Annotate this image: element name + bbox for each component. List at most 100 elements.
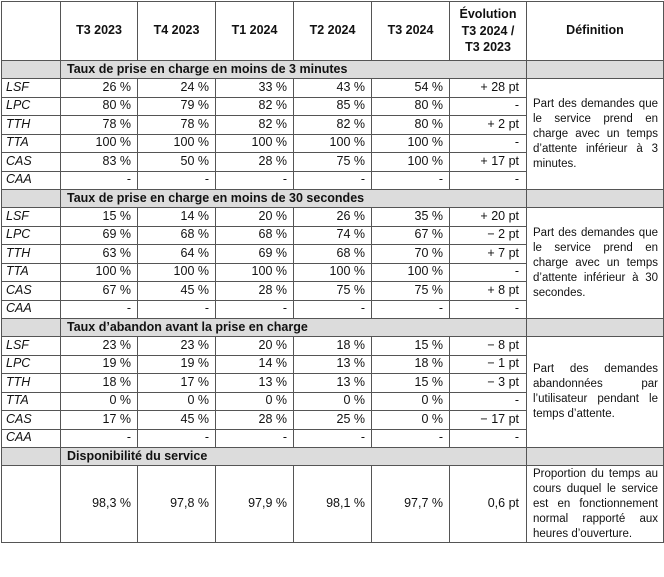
value-cell: 100 % — [293, 133, 372, 153]
value-cell: 0 % — [371, 391, 450, 411]
header-evolution-line1: Évolution — [459, 6, 517, 21]
evolution-cell: + 7 pt — [449, 244, 527, 264]
table-row: CAS 83 % 50 % 28 % 75 % 100 % + 17 pt — [1, 152, 664, 172]
definition-cell: Part des demandes que le service prend e… — [526, 78, 664, 190]
value-cell: 100 % — [215, 133, 294, 153]
row-label: CAA — [1, 428, 61, 448]
value-cell: 26 % — [293, 207, 372, 227]
value-cell: 13 % — [293, 354, 372, 374]
value-cell: 75 % — [371, 281, 450, 301]
section-definition-spacer — [526, 447, 664, 466]
row-label: LSF — [1, 336, 61, 356]
row-label: CAA — [1, 299, 61, 319]
availability-title: Disponibilité du service — [60, 447, 527, 466]
value-cell: 75 % — [293, 152, 372, 172]
row-label: CAS — [1, 410, 61, 430]
value-cell: 17 % — [137, 373, 216, 393]
value-cell: 69 % — [215, 244, 294, 264]
value-cell: 18 % — [371, 354, 450, 374]
section-title: Taux de prise en charge en moins de 3 mi… — [60, 60, 527, 79]
header-t3-2023: T3 2023 — [60, 1, 138, 61]
availability-evolution-cell: 0,6 pt — [449, 465, 527, 543]
section-title: Taux de prise en charge en moins de 30 s… — [60, 189, 527, 208]
row-label: LPC — [1, 225, 61, 245]
value-cell: 85 % — [293, 96, 372, 116]
value-cell: 70 % — [371, 244, 450, 264]
evolution-cell: - — [449, 262, 527, 282]
row-label: LPC — [1, 96, 61, 116]
evolution-cell: + 20 pt — [449, 207, 527, 227]
evolution-cell: + 28 pt — [449, 78, 527, 98]
statistics-table: T3 2023 T4 2023 T1 2024 T2 2024 T3 2024 … — [1, 1, 664, 543]
table-row: TTH 18 % 17 % 13 % 13 % 15 % − 3 pt — [1, 373, 664, 393]
section-header-row: Taux de prise en charge en moins de 3 mi… — [1, 60, 664, 79]
value-cell: 14 % — [137, 207, 216, 227]
value-cell: 19 % — [137, 354, 216, 374]
section-definition-spacer — [526, 189, 664, 208]
value-cell: 0 % — [293, 391, 372, 411]
value-cell: 100 % — [215, 262, 294, 282]
row-label: TTA — [1, 391, 61, 411]
value-cell: 63 % — [60, 244, 138, 264]
value-cell: 100 % — [293, 262, 372, 282]
value-cell: 33 % — [215, 78, 294, 98]
value-cell: 68 % — [293, 244, 372, 264]
definition-cell: Part des demandes abandonnées par l’util… — [526, 336, 664, 448]
section-header-row: Taux d’abandon avant la prise en charge — [1, 318, 664, 337]
availability-row: 98,3 % 97,8 % 97,9 % 98,1 % 97,7 % 0,6 pt Prop… — [1, 465, 664, 543]
value-cell: - — [137, 299, 216, 319]
row-label: TTA — [1, 133, 61, 153]
value-cell: 15 % — [371, 373, 450, 393]
value-cell: 17 % — [60, 410, 138, 430]
value-cell: 79 % — [137, 96, 216, 116]
table-row: TTA 100 % 100 % 100 % 100 % 100 % - — [1, 133, 664, 153]
value-cell: - — [371, 299, 450, 319]
availability-value-cell: 97,8 % — [137, 465, 216, 543]
section-definition-spacer — [526, 60, 664, 79]
table-row: LSF 26 % 24 % 33 % 43 % 54 % + 28 pt Part des d… — [1, 78, 664, 190]
value-cell: 68 % — [137, 225, 216, 245]
row-label: LPC — [1, 354, 61, 374]
value-cell: 100 % — [137, 262, 216, 282]
value-cell: 23 % — [137, 336, 216, 356]
header-evolution-line3: T3 2023 — [465, 40, 511, 55]
header-t1-2024: T1 2024 — [215, 1, 294, 61]
row-label: CAA — [1, 170, 61, 190]
table-row: LPC 69 % 68 % 68 % 74 % 67 % − 2 pt — [1, 225, 664, 245]
value-cell: 0 % — [215, 391, 294, 411]
value-cell: 80 % — [60, 96, 138, 116]
header-definition: Définition — [526, 1, 664, 61]
value-cell: 100 % — [371, 152, 450, 172]
value-cell: 13 % — [293, 373, 372, 393]
header-t2-2024: T2 2024 — [293, 1, 372, 61]
evolution-cell: − 17 pt — [449, 410, 527, 430]
value-cell: - — [215, 299, 294, 319]
value-cell: 0 % — [137, 391, 216, 411]
row-label: TTH — [1, 373, 61, 393]
value-cell: 74 % — [293, 225, 372, 245]
section-label-spacer — [1, 318, 61, 337]
value-cell: 45 % — [137, 410, 216, 430]
row-label: CAS — [1, 281, 61, 301]
evolution-cell: - — [449, 96, 527, 116]
value-cell: 20 % — [215, 207, 294, 227]
row-label: TTH — [1, 244, 61, 264]
evolution-cell: + 8 pt — [449, 281, 527, 301]
value-cell: 15 % — [60, 207, 138, 227]
value-cell: 80 % — [371, 96, 450, 116]
value-cell: 83 % — [60, 152, 138, 172]
value-cell: 28 % — [215, 410, 294, 430]
header-evolution: Évolution T3 2024 / T3 2023 — [449, 1, 527, 61]
value-cell: - — [293, 299, 372, 319]
value-cell: 100 % — [371, 262, 450, 282]
table-row: CAS 67 % 45 % 28 % 75 % 75 % + 8 pt — [1, 281, 664, 301]
value-cell: - — [137, 170, 216, 190]
value-cell: 0 % — [371, 410, 450, 430]
value-cell: 100 % — [371, 133, 450, 153]
value-cell: 26 % — [60, 78, 138, 98]
section-header-row: Taux de prise en charge en moins de 30 s… — [1, 189, 664, 208]
evolution-cell: − 1 pt — [449, 354, 527, 374]
row-label: TTA — [1, 262, 61, 282]
value-cell: 82 % — [215, 96, 294, 116]
value-cell: - — [215, 428, 294, 448]
